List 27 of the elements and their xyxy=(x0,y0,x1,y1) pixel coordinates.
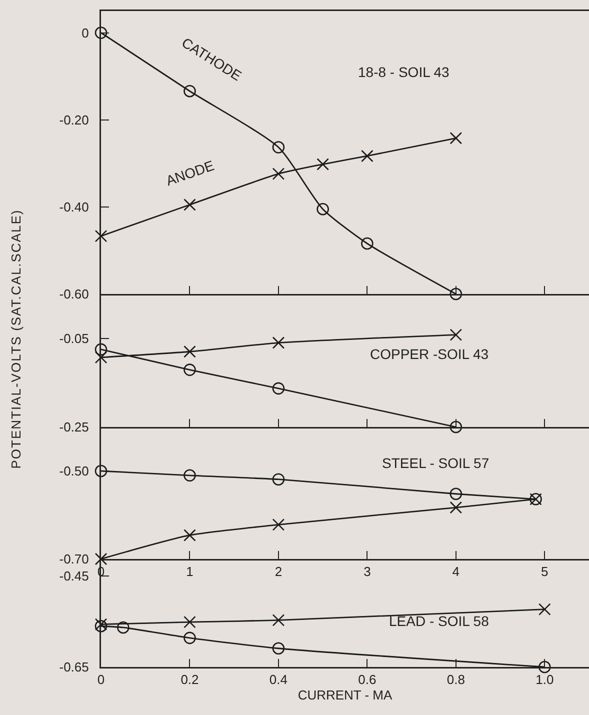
x-tick-label: 0.6 xyxy=(358,672,376,688)
y-tick-label: -0.20 xyxy=(59,112,89,128)
annotation: 18-8 - SOIL 43 xyxy=(358,64,450,80)
x-tick-label: 5 xyxy=(541,564,548,579)
annotation: COPPER -SOIL 43 xyxy=(370,346,489,362)
y-tick-label: -0.40 xyxy=(59,199,89,214)
x-tick-label: 0.4 xyxy=(269,672,288,688)
y-tick-label: 0 xyxy=(82,25,89,40)
y-tick-label: -0.60 xyxy=(59,286,89,302)
x-tick-label: 3 xyxy=(364,564,371,579)
x-tick-label: 4 xyxy=(452,564,460,579)
x-tick-label: 0.2 xyxy=(180,672,199,688)
y-tick-label: -0.70 xyxy=(59,551,89,566)
x-tick-label: 1.0 xyxy=(536,672,554,688)
x-axis-title: CURRENT - MA xyxy=(298,687,393,702)
y-tick-label: -0.50 xyxy=(59,463,89,478)
annotation: LEAD - SOIL 58 xyxy=(389,613,490,629)
y-axis-title: POTENTIAL-VOLTS (SAT.CAL.SCALE) xyxy=(8,209,24,469)
x-tick-label: 0 xyxy=(97,672,105,688)
annotation: STEEL - SOIL 57 xyxy=(382,454,490,470)
x-tick-label: 0.8 xyxy=(446,672,465,688)
x-tick-label: 2 xyxy=(274,564,282,579)
y-tick-label: -0.05 xyxy=(59,330,89,346)
y-tick-label: -0.25 xyxy=(59,420,89,435)
x-tick-label: 1 xyxy=(186,564,194,579)
y-tick-label: -0.65 xyxy=(59,660,89,675)
y-tick-label: -0.45 xyxy=(59,568,89,584)
